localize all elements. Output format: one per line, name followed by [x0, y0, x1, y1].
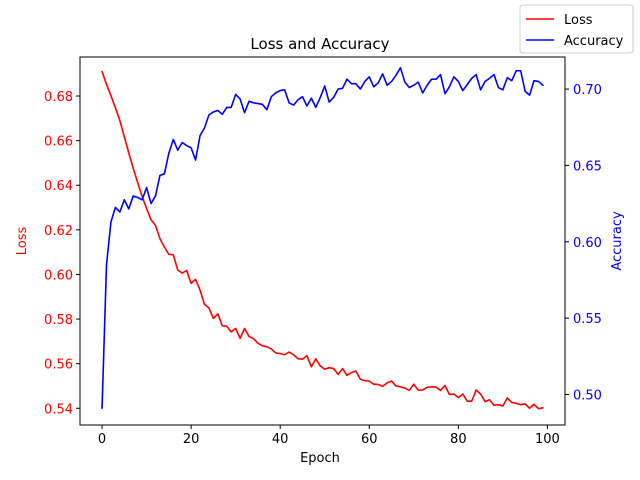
left-y-tick-label: 0.68: [44, 90, 73, 105]
left-y-tick-label: 0.66: [44, 135, 73, 150]
x-tick-label: 0: [98, 432, 106, 447]
left-y-tick-label: 0.62: [44, 224, 73, 239]
plot-area: [101, 66, 544, 410]
left-y-axis-label: Loss: [15, 227, 30, 256]
x-tick-label: 20: [183, 432, 200, 447]
left-y-tick-label: 0.54: [44, 402, 73, 417]
axes: [79, 56, 566, 426]
right-y-tick-label: 0.50: [573, 388, 602, 403]
right-y-axis-ticks: 0.50 0.55 0.60 0.65 0.70: [565, 83, 602, 403]
axes-frame: [79, 56, 566, 426]
left-y-tick-label: 0.60: [44, 268, 73, 283]
left-y-tick-label: 0.56: [44, 358, 73, 373]
x-tick-label: 60: [361, 432, 378, 447]
x-tick-label: 80: [450, 432, 467, 447]
right-y-tick-label: 0.65: [573, 159, 602, 174]
legend-box: [519, 4, 634, 54]
right-y-axis-label: Accuracy: [610, 211, 625, 271]
right-y-tick-label: 0.70: [573, 83, 602, 98]
legend-label-loss: Loss: [564, 13, 593, 28]
left-y-axis-ticks: 0.54 0.56 0.58 0.60 0.62 0.64 0.66 0.68: [44, 90, 80, 417]
chart-title: Loss and Accuracy: [250, 35, 389, 53]
legend: Loss Accuracy: [519, 4, 634, 54]
left-y-tick-label: 0.58: [44, 313, 73, 328]
x-axis-ticks: 0 20 40 60 80 100: [98, 425, 560, 447]
series-line-loss: [101, 70, 544, 410]
x-axis-label: Epoch: [300, 451, 340, 466]
series-line-accuracy: [101, 66, 544, 410]
right-y-tick-label: 0.60: [573, 236, 602, 251]
x-tick-label: 100: [535, 432, 560, 447]
legend-label-accuracy: Accuracy: [564, 34, 624, 49]
x-tick-label: 40: [272, 432, 289, 447]
right-y-tick-label: 0.55: [573, 312, 602, 327]
left-y-tick-label: 0.64: [44, 179, 73, 194]
